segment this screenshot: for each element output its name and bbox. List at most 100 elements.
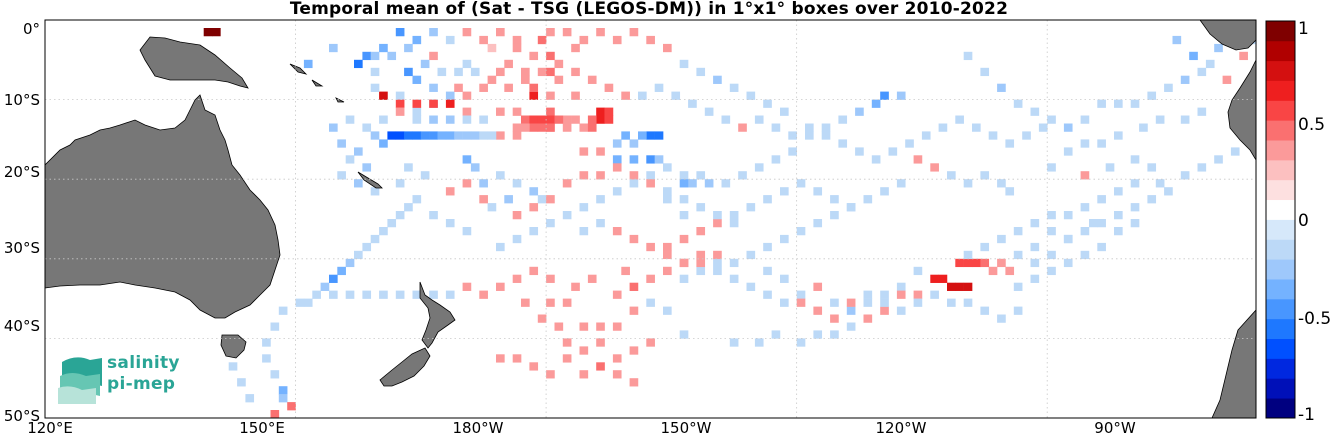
data-cell [796,298,806,307]
data-cell [529,83,539,92]
data-cell [521,67,530,77]
data-cell [663,266,672,276]
data-cell [663,306,672,315]
data-cell [529,115,539,124]
data-cell [913,266,923,276]
data-cell [988,266,998,276]
data-cell [1030,274,1040,283]
data-cell [1239,51,1248,61]
data-cell [420,131,430,140]
data-cell [529,362,539,371]
data-cell [813,306,823,315]
data-cell [596,362,605,371]
data-cell [729,338,739,347]
data-cell [1047,227,1056,236]
data-cell [763,242,772,252]
data-cell [830,211,839,220]
data-cell [1005,139,1015,148]
data-cell [562,179,572,188]
data-cell [880,298,889,307]
data-cell [354,250,363,260]
data-cell [1097,242,1106,252]
data-cell [579,203,589,212]
data-cell [329,274,338,283]
data-cell [754,338,764,347]
data-cell [404,43,413,53]
data-cell [646,274,655,283]
colorbar-swatch [1266,239,1295,260]
data-cell [262,338,271,347]
data-cell [462,155,472,164]
data-cell [1189,51,1198,61]
data-cell [846,298,856,307]
colorbar-swatch [1266,40,1295,62]
data-cell [963,282,973,291]
data-cell [529,266,539,276]
data-cell [337,139,346,148]
data-cell [1147,91,1157,100]
data-cell [462,227,472,236]
data-cell [763,290,772,299]
data-cell [612,163,622,172]
data-cell [1214,155,1223,164]
data-cell [621,91,630,100]
data-cell [830,298,839,307]
data-cell [362,242,372,252]
data-cell [379,43,388,53]
salinity-pimep-logo: salinity pi-mep [56,352,196,404]
colorbar-tick-minus-0.5: -0.5 [1298,309,1332,329]
data-cell [1214,43,1223,53]
data-cell [930,290,939,299]
data-cell [863,290,873,299]
colorbar-swatch [1266,100,1295,121]
data-cell [496,242,505,252]
data-cell [1139,123,1148,132]
lon-tick-90w: 90°W [1094,419,1136,437]
data-cell [1030,107,1040,116]
data-cell [1230,147,1240,156]
data-cell [1180,75,1190,84]
data-cell [554,115,564,124]
colorbar-swatch [1266,378,1295,399]
data-cell [429,51,438,61]
data-cell [203,28,213,37]
data-cells [203,28,1256,418]
data-cell [721,179,731,188]
data-cell [437,67,447,77]
data-cell [963,298,973,307]
data-cell [696,171,706,180]
data-cell [1080,171,1090,180]
data-cell [612,354,622,363]
data-cell [395,211,405,220]
data-cell [571,282,580,291]
data-cell [412,290,422,299]
data-cell [938,123,948,132]
data-cell [1164,187,1173,196]
colorbar [1266,21,1295,419]
data-cell [821,123,831,132]
data-cell [504,59,513,69]
data-cell [612,139,622,148]
data-cell [604,83,614,92]
data-cell [529,91,539,100]
data-cell [420,59,430,69]
data-cell [729,274,739,283]
data-cell [587,123,597,132]
data-cell [462,131,472,140]
data-cell [788,131,797,140]
data-cell [579,322,589,331]
data-cell [462,282,472,291]
data-cell [496,67,505,77]
data-cell [412,115,422,124]
data-cell [571,67,580,77]
data-cell [496,282,505,291]
data-cell [1080,227,1090,236]
data-cell [596,322,605,331]
data-cell [596,338,605,347]
data-cell [395,107,405,116]
data-cell [638,131,647,140]
data-cell [1172,35,1182,45]
data-cell [379,227,388,236]
data-cell [554,59,564,69]
data-cell [445,115,455,124]
